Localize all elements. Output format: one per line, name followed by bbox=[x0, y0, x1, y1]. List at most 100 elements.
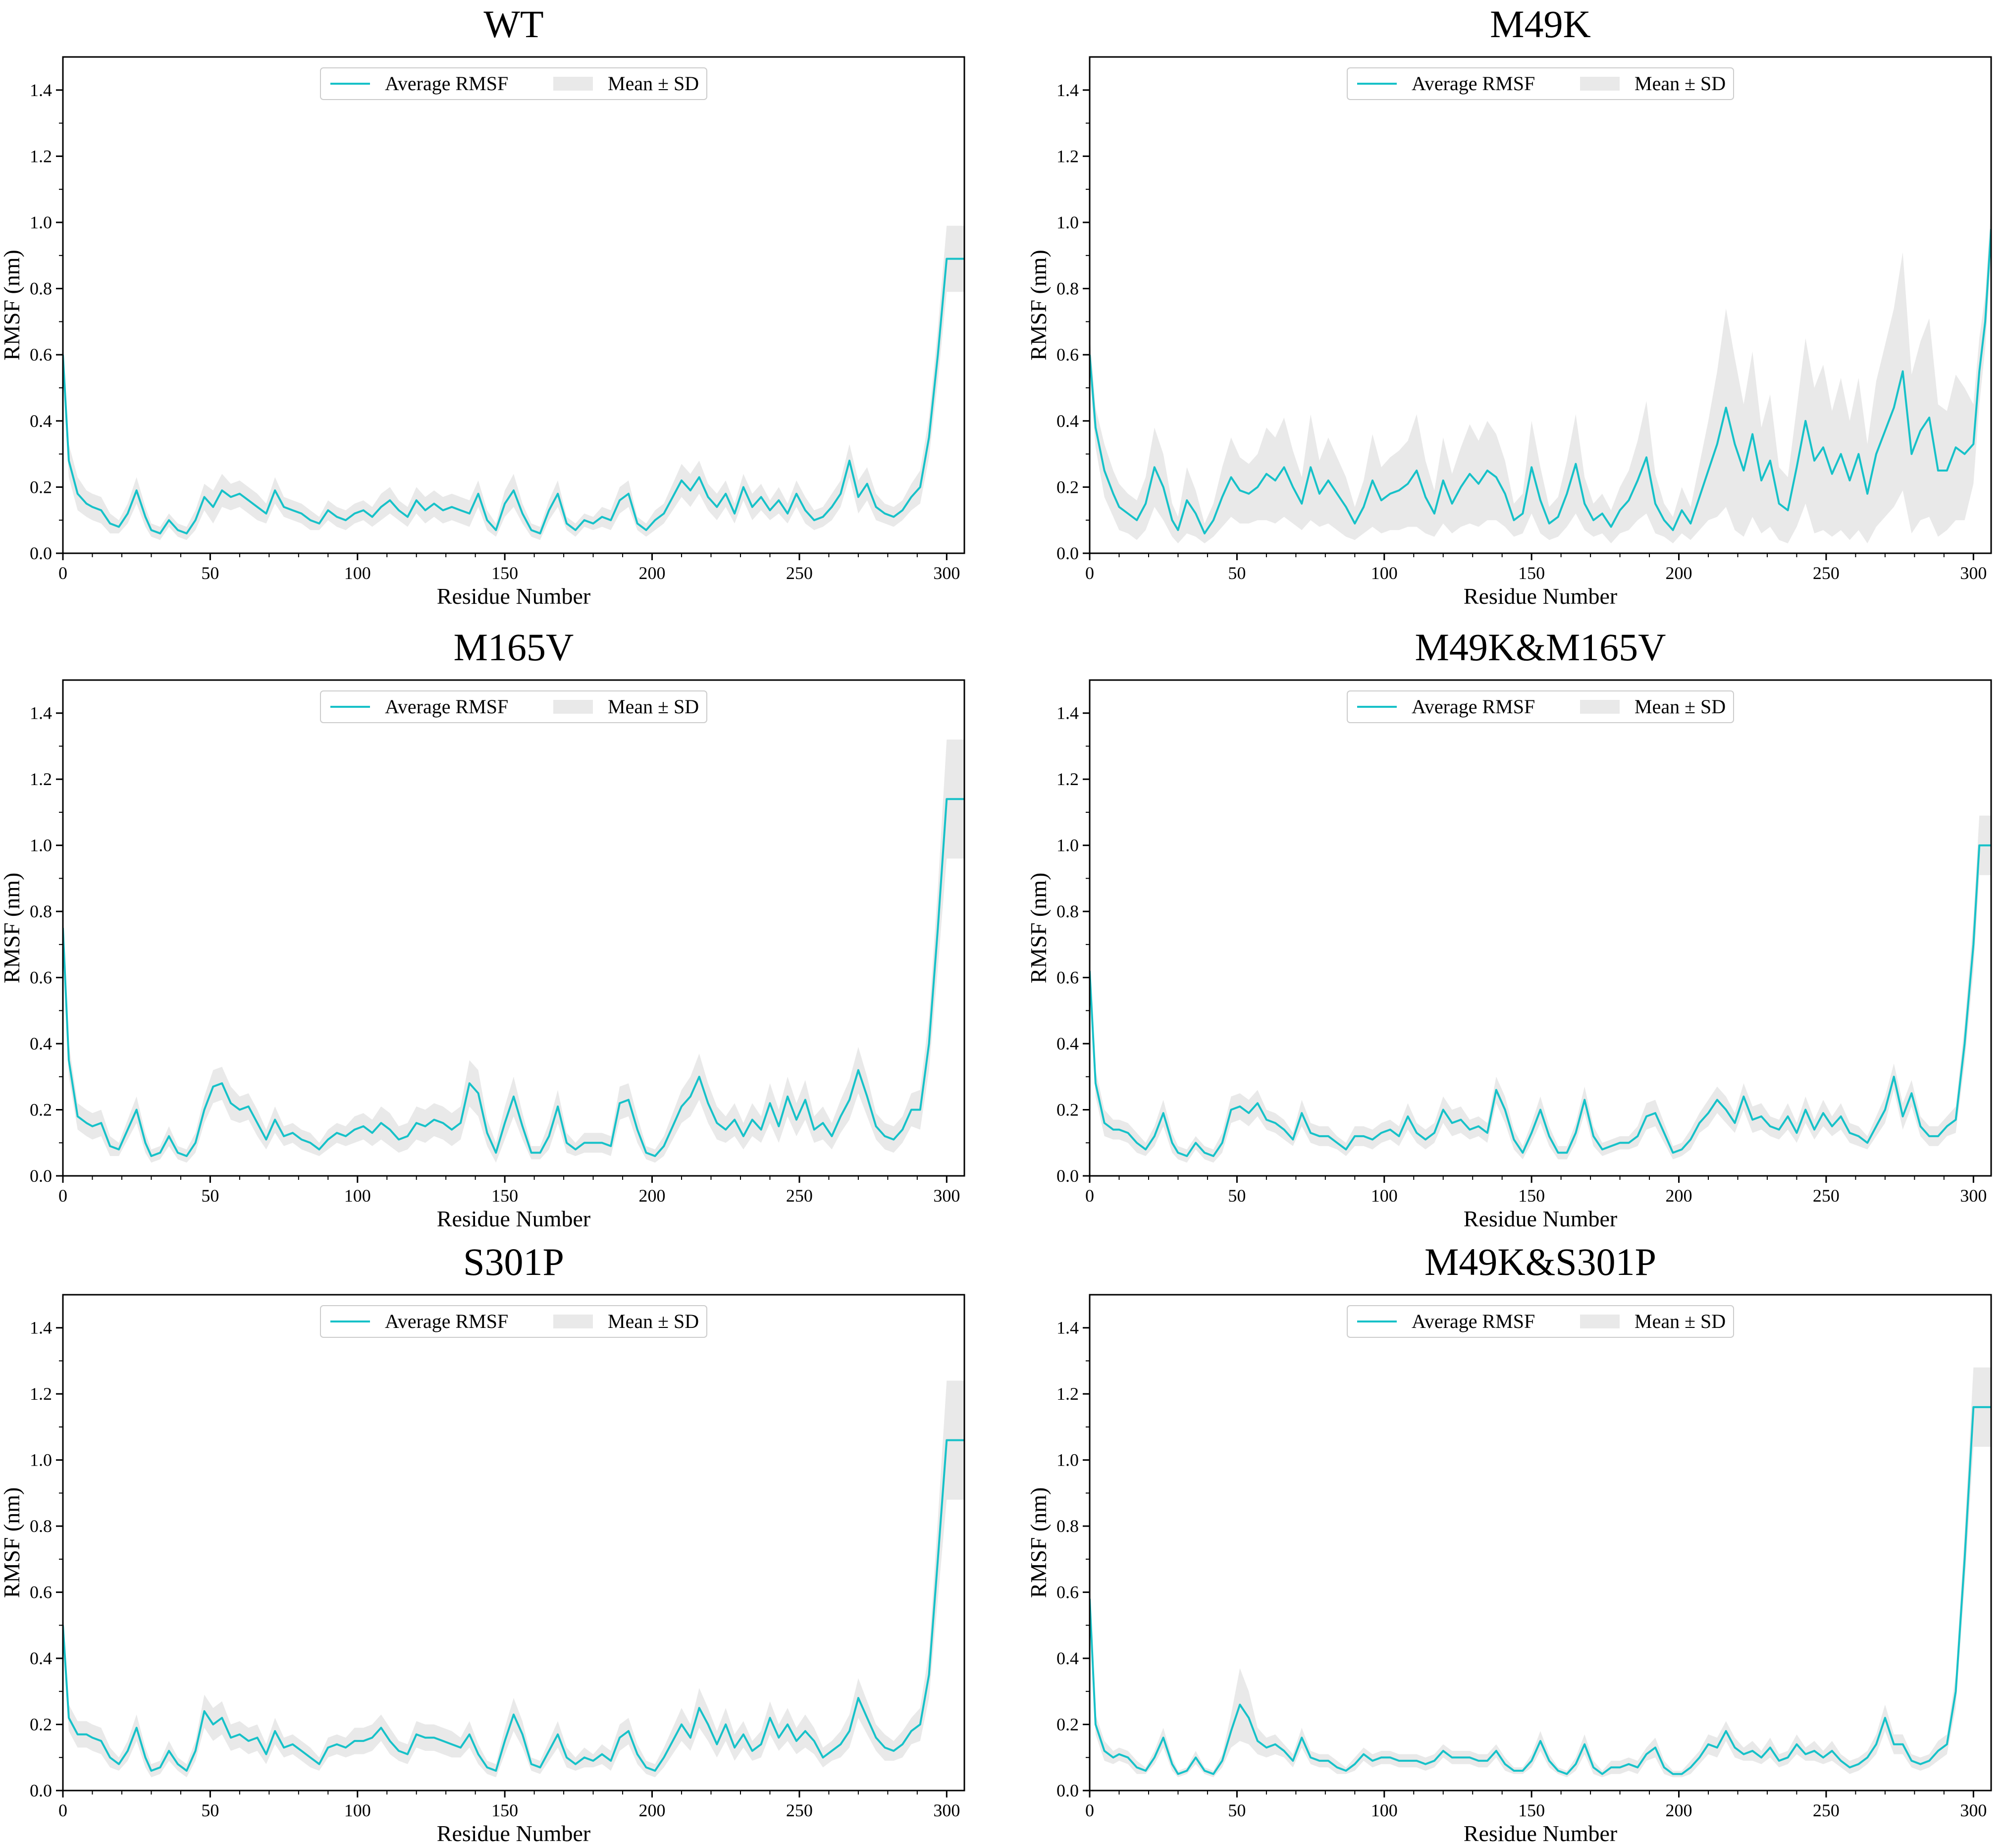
chart-panel: M165V 0 50 100 150 200 250 300 0.0 0.2 0.4 0.6 0.8 1.… bbox=[0, 626, 965, 1231]
y-tick-label: 1.0 bbox=[1056, 212, 1079, 232]
x-tick-label: 250 bbox=[786, 1186, 813, 1206]
x-tick-label: 300 bbox=[933, 1800, 960, 1820]
legend: Average RMSF Mean ± SD bbox=[320, 690, 707, 723]
legend-band-label: Mean ± SD bbox=[1635, 1310, 1726, 1332]
sd-band bbox=[1090, 1367, 1991, 1778]
x-tick-label: 200 bbox=[639, 563, 666, 583]
axes-frame bbox=[62, 1294, 965, 1792]
y-tick-label: 1.0 bbox=[1056, 1450, 1079, 1470]
y-tick-label: 1.4 bbox=[30, 1318, 52, 1338]
y-tick-label: 1.0 bbox=[1056, 836, 1079, 855]
x-tick-label: 50 bbox=[201, 1800, 219, 1820]
y-tick-label: 0.2 bbox=[30, 477, 52, 497]
x-tick-label: 100 bbox=[1371, 1800, 1398, 1820]
x-tick-label: 150 bbox=[491, 1186, 518, 1206]
y-tick-label: 0.6 bbox=[1056, 968, 1079, 988]
x-tick-label: 300 bbox=[933, 563, 960, 583]
x-tick-label: 200 bbox=[1666, 1800, 1692, 1820]
y-tick-label: 0.2 bbox=[1056, 1100, 1079, 1120]
legend-box bbox=[320, 690, 707, 723]
y-tick-label: 1.2 bbox=[30, 769, 52, 789]
x-tick-label: 300 bbox=[933, 1186, 960, 1206]
legend-line-label: Average RMSF bbox=[1412, 72, 1535, 95]
x-tick-label: 50 bbox=[1228, 1800, 1246, 1820]
x-tick-label: 100 bbox=[1371, 563, 1398, 583]
x-tick-label: 300 bbox=[1960, 1186, 1987, 1206]
y-axis-label: RMSF (nm) bbox=[1026, 250, 1051, 361]
y-tick-label: 0.4 bbox=[1056, 411, 1079, 431]
legend-box bbox=[320, 1305, 707, 1338]
x-tick-label: 250 bbox=[786, 563, 813, 583]
y-tick-label: 0.0 bbox=[30, 1781, 52, 1800]
y-tick-label: 1.0 bbox=[30, 1450, 52, 1470]
x-tick-label: 100 bbox=[1371, 1186, 1398, 1206]
y-tick-label: 1.2 bbox=[30, 1384, 52, 1404]
legend-line-label: Average RMSF bbox=[385, 695, 508, 718]
y-tick-label: 0.2 bbox=[30, 1100, 52, 1120]
x-tick-label: 0 bbox=[58, 1800, 67, 1820]
x-tick-label: 50 bbox=[201, 563, 219, 583]
x-tick-label: 0 bbox=[1085, 563, 1094, 583]
legend-band-swatch bbox=[553, 700, 593, 714]
average-rmsf-line bbox=[1090, 1406, 1991, 1775]
y-tick-label: 0.4 bbox=[30, 411, 52, 431]
axes-frame bbox=[1089, 56, 1992, 554]
y-tick-label: 0.6 bbox=[30, 1583, 52, 1602]
y-tick-label: 0.0 bbox=[1056, 1166, 1079, 1186]
y-tick-label: 1.2 bbox=[30, 146, 52, 166]
legend-line-label: Average RMSF bbox=[385, 1310, 508, 1332]
y-tick-label: 0.8 bbox=[1056, 901, 1079, 921]
y-axis-label: RMSF (nm) bbox=[1026, 873, 1051, 984]
y-tick-label: 1.2 bbox=[1056, 1384, 1079, 1404]
legend-line-label: Average RMSF bbox=[385, 72, 508, 95]
average-rmsf-line bbox=[63, 258, 964, 534]
y-axis-label: RMSF (nm) bbox=[0, 873, 24, 984]
y-axis-label: RMSF (nm) bbox=[0, 250, 24, 361]
axes-frame bbox=[1089, 679, 1992, 1177]
x-tick-label: 250 bbox=[1813, 1800, 1840, 1820]
x-tick-label: 100 bbox=[344, 1800, 371, 1820]
chart-panel: M49K&M165V 0 50 100 150 200 250 300 0.0 0.2 0.4 0.6… bbox=[1026, 626, 1992, 1231]
x-tick-label: 150 bbox=[491, 563, 518, 583]
y-tick-label: 1.4 bbox=[30, 80, 52, 100]
y-axis-label: RMSF (nm) bbox=[0, 1487, 24, 1598]
chart-panel: M49K 0 50 100 150 200 250 300 0.0 0.2 0.4 0.6 0.8 1.0… bbox=[1026, 2, 1992, 609]
x-axis-label: Residue Number bbox=[437, 1206, 590, 1231]
legend-band-swatch bbox=[1580, 77, 1620, 91]
legend-band-swatch bbox=[553, 77, 593, 91]
average-rmsf-line bbox=[63, 1439, 964, 1772]
sd-band bbox=[63, 225, 964, 540]
y-tick-label: 0.8 bbox=[1056, 279, 1079, 299]
y-tick-label: 0.8 bbox=[30, 1516, 52, 1536]
y-tick-label: 1.4 bbox=[1056, 80, 1079, 100]
y-tick-label: 0.4 bbox=[1056, 1648, 1079, 1668]
y-tick-label: 0.8 bbox=[1056, 1516, 1079, 1536]
x-tick-label: 0 bbox=[58, 563, 67, 583]
legend-box bbox=[320, 67, 707, 100]
average-rmsf-line bbox=[1090, 229, 1991, 534]
legend-band-label: Mean ± SD bbox=[608, 1310, 699, 1332]
legend-band-label: Mean ± SD bbox=[608, 695, 699, 718]
x-axis-label: Residue Number bbox=[1464, 1821, 1617, 1846]
x-tick-label: 100 bbox=[344, 1186, 371, 1206]
y-tick-label: 1.2 bbox=[1056, 769, 1079, 789]
x-tick-label: 0 bbox=[58, 1186, 67, 1206]
y-tick-label: 0.6 bbox=[30, 345, 52, 365]
x-axis-label: Residue Number bbox=[1464, 1206, 1617, 1231]
legend-band-label: Mean ± SD bbox=[608, 72, 699, 95]
legend-band-swatch bbox=[1580, 1315, 1620, 1328]
sd-band bbox=[1090, 202, 1991, 543]
panel-title: S301P bbox=[463, 1240, 564, 1283]
x-axis-label: Residue Number bbox=[437, 583, 590, 609]
x-axis-label: Residue Number bbox=[1464, 583, 1617, 609]
axes-frame bbox=[62, 679, 965, 1177]
x-tick-label: 300 bbox=[1960, 563, 1987, 583]
panel-title: M165V bbox=[454, 626, 574, 669]
y-tick-label: 0.2 bbox=[1056, 477, 1079, 497]
legend: Average RMSF Mean ± SD bbox=[1347, 67, 1734, 100]
y-tick-label: 0.6 bbox=[1056, 1583, 1079, 1602]
y-tick-label: 1.0 bbox=[30, 836, 52, 855]
legend-box bbox=[1347, 1305, 1734, 1338]
chart-panel: M49K&S301P 0 50 100 150 200 250 300 0.0 0.2 0.4 0.6… bbox=[1026, 1240, 1992, 1846]
